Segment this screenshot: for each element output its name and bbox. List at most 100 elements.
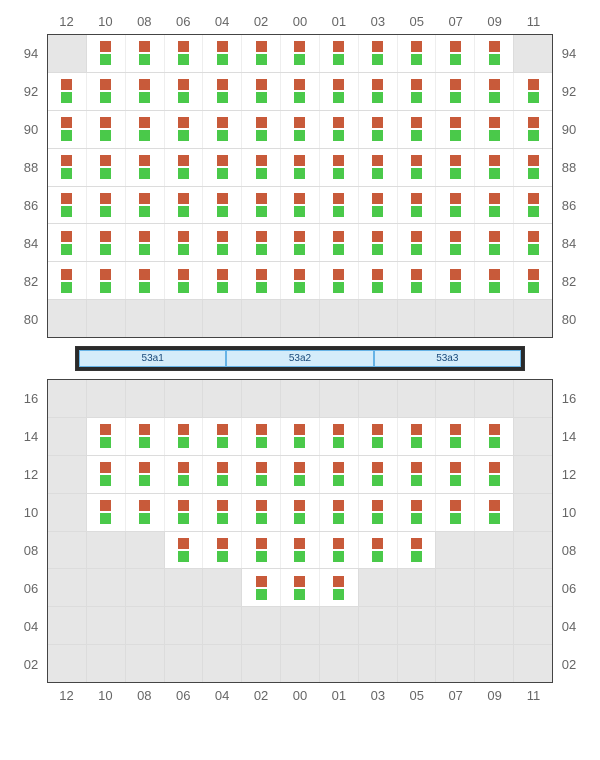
seat-cell[interactable] [280, 532, 319, 569]
seat-cell[interactable] [280, 149, 319, 186]
seat-cell[interactable] [474, 35, 513, 72]
seat-cell[interactable] [241, 187, 280, 224]
seat-cell[interactable] [358, 35, 397, 72]
seat-cell[interactable] [241, 111, 280, 148]
seat-cell[interactable] [397, 73, 436, 110]
seat-cell[interactable] [164, 494, 203, 531]
seat-cell[interactable] [48, 224, 86, 261]
seat-cell[interactable] [319, 418, 358, 455]
seat-cell[interactable] [397, 418, 436, 455]
seat-cell[interactable] [280, 35, 319, 72]
seat-cell[interactable] [202, 224, 241, 261]
seat-cell[interactable] [397, 224, 436, 261]
seat-cell[interactable] [513, 262, 552, 299]
seat-cell[interactable] [202, 456, 241, 493]
seat-cell[interactable] [513, 224, 552, 261]
seat-cell[interactable] [86, 187, 125, 224]
seat-cell[interactable] [280, 569, 319, 606]
seat-cell[interactable] [435, 35, 474, 72]
seat-cell[interactable] [319, 494, 358, 531]
seat-cell[interactable] [125, 494, 164, 531]
seat-cell[interactable] [86, 73, 125, 110]
seat-cell[interactable] [202, 418, 241, 455]
seat-cell[interactable] [397, 111, 436, 148]
seat-cell[interactable] [358, 111, 397, 148]
seat-cell[interactable] [474, 456, 513, 493]
seat-cell[interactable] [241, 456, 280, 493]
seat-cell[interactable] [319, 532, 358, 569]
seat-cell[interactable] [202, 35, 241, 72]
seat-cell[interactable] [358, 418, 397, 455]
seat-cell[interactable] [86, 111, 125, 148]
seat-cell[interactable] [319, 111, 358, 148]
seat-cell[interactable] [435, 187, 474, 224]
seat-cell[interactable] [48, 187, 86, 224]
seat-cell[interactable] [319, 456, 358, 493]
seat-cell[interactable] [319, 35, 358, 72]
seat-cell[interactable] [435, 494, 474, 531]
seat-cell[interactable] [48, 149, 86, 186]
seat-cell[interactable] [86, 456, 125, 493]
seat-cell[interactable] [513, 149, 552, 186]
seat-cell[interactable] [474, 418, 513, 455]
seat-cell[interactable] [435, 456, 474, 493]
seat-cell[interactable] [125, 262, 164, 299]
seat-cell[interactable] [86, 224, 125, 261]
seat-cell[interactable] [358, 187, 397, 224]
seat-cell[interactable] [202, 111, 241, 148]
seat-cell[interactable] [319, 569, 358, 606]
seat-cell[interactable] [125, 35, 164, 72]
seat-cell[interactable] [241, 149, 280, 186]
seat-cell[interactable] [474, 73, 513, 110]
seat-cell[interactable] [125, 149, 164, 186]
seat-cell[interactable] [513, 111, 552, 148]
seat-cell[interactable] [241, 418, 280, 455]
seat-cell[interactable] [48, 262, 86, 299]
seat-cell[interactable] [241, 494, 280, 531]
seat-cell[interactable] [164, 456, 203, 493]
seat-cell[interactable] [241, 224, 280, 261]
seat-cell[interactable] [241, 35, 280, 72]
seat-cell[interactable] [280, 456, 319, 493]
seat-cell[interactable] [164, 187, 203, 224]
seat-cell[interactable] [435, 262, 474, 299]
seat-cell[interactable] [164, 149, 203, 186]
seat-cell[interactable] [397, 35, 436, 72]
seat-cell[interactable] [474, 262, 513, 299]
seat-cell[interactable] [319, 224, 358, 261]
seat-cell[interactable] [164, 111, 203, 148]
seat-cell[interactable] [86, 262, 125, 299]
seat-cell[interactable] [397, 494, 436, 531]
seat-cell[interactable] [319, 262, 358, 299]
seat-cell[interactable] [241, 73, 280, 110]
seat-cell[interactable] [513, 73, 552, 110]
seat-cell[interactable] [474, 149, 513, 186]
seat-cell[interactable] [474, 224, 513, 261]
seat-cell[interactable] [474, 111, 513, 148]
seat-cell[interactable] [358, 532, 397, 569]
seat-cell[interactable] [435, 149, 474, 186]
seat-cell[interactable] [125, 73, 164, 110]
seat-cell[interactable] [280, 73, 319, 110]
seat-cell[interactable] [397, 456, 436, 493]
seat-cell[interactable] [164, 224, 203, 261]
seat-cell[interactable] [241, 532, 280, 569]
seat-cell[interactable] [358, 494, 397, 531]
seat-cell[interactable] [319, 73, 358, 110]
seat-cell[interactable] [164, 262, 203, 299]
seat-cell[interactable] [280, 187, 319, 224]
seat-cell[interactable] [202, 532, 241, 569]
seat-cell[interactable] [125, 111, 164, 148]
seat-cell[interactable] [241, 569, 280, 606]
seat-cell[interactable] [86, 35, 125, 72]
seat-cell[interactable] [435, 111, 474, 148]
seat-cell[interactable] [513, 187, 552, 224]
seat-cell[interactable] [358, 262, 397, 299]
seat-cell[interactable] [319, 149, 358, 186]
seat-cell[interactable] [125, 456, 164, 493]
seat-cell[interactable] [202, 149, 241, 186]
seat-cell[interactable] [358, 73, 397, 110]
seat-cell[interactable] [397, 187, 436, 224]
seat-cell[interactable] [164, 532, 203, 569]
seat-cell[interactable] [358, 224, 397, 261]
